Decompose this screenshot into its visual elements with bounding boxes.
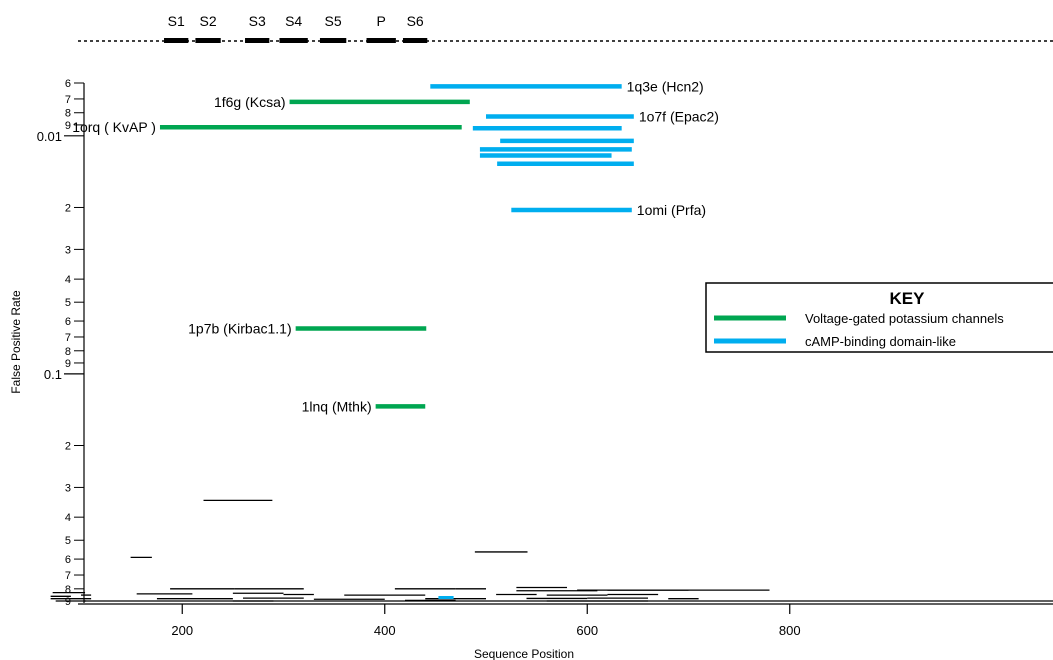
x-tick-label: 400 bbox=[374, 623, 396, 638]
y-minor-tick-label: 8 bbox=[65, 584, 71, 596]
hit-label-1orq: 1orq ( KvAP ) bbox=[72, 119, 156, 135]
y-minor-tick-label: 7 bbox=[65, 332, 71, 344]
other-hits bbox=[50, 499, 770, 602]
y-minor-tick-label: 3 bbox=[65, 482, 71, 494]
legend-label-camp-binding: cAMP-binding domain-like bbox=[805, 334, 956, 349]
y-minor-tick-label: 3 bbox=[65, 244, 71, 256]
y-major-tick-label: 0.1 bbox=[44, 367, 62, 382]
legend-label-voltage-gated: Voltage-gated potassium channels bbox=[805, 311, 1004, 326]
segment-track: S1 S2 S3 S4 S5 P S6 bbox=[78, 13, 1053, 43]
y-minor-tick-label: 5 bbox=[65, 535, 71, 547]
y-minor-tick-label: 9 bbox=[65, 596, 71, 608]
y-minor-tick-label: 9 bbox=[65, 358, 71, 370]
segment-s2-label: S2 bbox=[200, 13, 217, 29]
y-axis-title: False Positive Rate bbox=[9, 290, 23, 394]
y-minor-tick-label: 4 bbox=[65, 274, 71, 286]
segment-s6-bar bbox=[402, 38, 428, 43]
y-minor-tick-label: 8 bbox=[65, 108, 71, 120]
y-minor-tick-label: 2 bbox=[65, 441, 71, 453]
y-minor-tick-label: 7 bbox=[65, 570, 71, 582]
segment-s4-bar bbox=[279, 38, 308, 43]
hit-label-1q3e: 1q3e (Hcn2) bbox=[627, 78, 704, 94]
segment-s1-bar bbox=[164, 38, 189, 43]
segment-s1-label: S1 bbox=[168, 13, 185, 29]
segment-s3-bar bbox=[245, 38, 270, 43]
segment-p-label: P bbox=[377, 13, 386, 29]
hits: 1q3e (Hcn2) 1f6g (Kcsa) 1o7f (Epac2) 1orq (… bbox=[72, 78, 719, 414]
segment-s5-bar bbox=[319, 38, 347, 43]
y-minor-tick-label: 2 bbox=[65, 202, 71, 214]
y-minor-tick-label: 7 bbox=[65, 94, 71, 106]
y-minor-tick-label: 6 bbox=[65, 316, 71, 328]
hit-label-1p7b: 1p7b (Kirbac1.1) bbox=[188, 321, 292, 337]
y-major-tick-label: 0.01 bbox=[37, 129, 62, 144]
segment-s5-label: S5 bbox=[325, 13, 342, 29]
segment-s3-label: S3 bbox=[249, 13, 266, 29]
hit-label-1f6g: 1f6g (Kcsa) bbox=[214, 94, 286, 110]
y-minor-tick-label: 6 bbox=[65, 554, 71, 566]
legend: KEY Voltage-gated potassium channels cAM… bbox=[705, 282, 1053, 353]
hit-label-1o7f: 1o7f (Epac2) bbox=[639, 109, 719, 125]
y-minor-tick-label: 6 bbox=[65, 78, 71, 90]
legend-title: KEY bbox=[890, 289, 926, 308]
y-minor-tick-label: 9 bbox=[65, 120, 71, 132]
x-tick-label: 800 bbox=[779, 623, 801, 638]
segment-s6-label: S6 bbox=[407, 13, 424, 29]
segment-s2-bar bbox=[195, 38, 221, 43]
x-axis-title: Sequence Position bbox=[474, 647, 574, 660]
hit-label-1omi: 1omi (Prfa) bbox=[637, 202, 706, 218]
x-tick-label: 600 bbox=[576, 623, 598, 638]
y-minor-tick-label: 4 bbox=[65, 512, 71, 524]
segment-p-bar bbox=[366, 38, 396, 43]
x-tick-label: 200 bbox=[171, 623, 193, 638]
y-minor-tick-label: 8 bbox=[65, 346, 71, 358]
y-minor-tick-label: 5 bbox=[65, 297, 71, 309]
segment-s4-label: S4 bbox=[285, 13, 302, 29]
hit-label-1lnq: 1lnq (Mthk) bbox=[302, 398, 372, 414]
x-axis: 200 400 600 800 bbox=[78, 600, 1053, 638]
